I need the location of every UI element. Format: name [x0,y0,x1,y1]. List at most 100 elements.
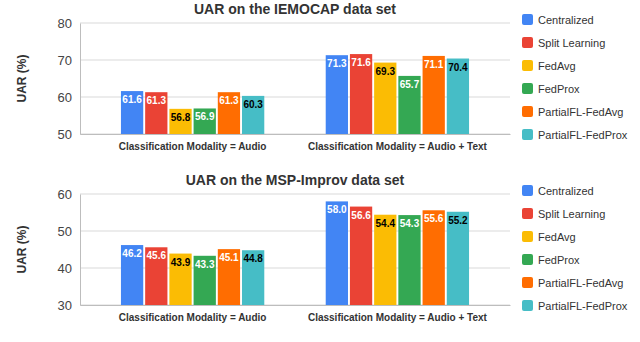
bar [350,207,372,305]
legend-item: PartialFL-FedAvg [522,277,623,289]
bar [447,212,469,305]
data-label: 58.0 [327,204,347,215]
y-axis: 50 60 70 80 [58,16,81,142]
legend-label: FedProx [538,83,580,95]
legend-swatch [522,231,533,242]
y-axis-line [80,195,81,306]
data-label: 56.8 [171,112,191,123]
data-label: 46.2 [122,248,142,259]
legend-label: FedAvg [538,231,576,243]
x-tick-label: Classification Modality = Audio [119,141,267,152]
y-axis: 30 40 50 60 [58,187,81,313]
grid-line [80,60,510,61]
y-tick-label: 50 [58,127,72,142]
grid-line [80,231,510,232]
y-tick: 30 [58,298,80,313]
bar [423,210,445,305]
legend-swatch [522,129,533,140]
chart: 50607080Classification Modality = AudioC… [15,1,628,152]
bar [374,63,396,134]
chart-title: UAR on the IEMOCAP data set [194,1,396,17]
x-tick: Classification Modality = Audio + Text [308,141,488,152]
legend-label: Split Learning [538,208,605,220]
legend-swatch [522,185,533,196]
bar [145,92,167,134]
legend-label: FedProx [538,254,580,266]
data-label: 44.8 [243,253,263,264]
y-tick: 50 [58,127,80,142]
x-tick: Classification Modality = Audio [119,141,267,152]
bar [242,96,264,134]
y-tick: 40 [58,261,80,276]
data-label: 56.9 [195,111,215,122]
legend-swatch [522,60,533,71]
data-label: 54.4 [376,218,396,229]
y-tick-label: 50 [58,224,72,239]
bar [447,59,469,134]
x-axis-line [81,305,511,306]
data-label: 45.6 [147,250,167,261]
legend-item: FedProx [522,254,580,266]
legend-item: PartialFL-FedProx [522,129,628,141]
legend-label: Centralized [538,185,594,197]
grid-line [80,194,510,195]
legend-swatch [522,37,533,48]
bars [121,201,469,305]
plot-area: 30405060Classification Modality = AudioC… [58,187,511,323]
x-tick: Classification Modality = Audio + Text [308,312,488,323]
y-axis-title: UAR (%) [15,226,29,274]
legend-swatch [522,300,533,311]
y-tick-label: 40 [58,261,72,276]
legend-label: PartialFL-FedProx [538,300,628,312]
grid [80,23,510,134]
y-tick-label: 30 [58,298,72,313]
grid-line [80,268,510,269]
data-label: 55.6 [424,213,444,224]
legend-item: Split Learning [522,208,605,220]
bars [121,54,469,134]
y-tick: 80 [58,16,80,31]
legend-item: PartialFL-FedAvg [522,106,623,118]
legend-item: FedAvg [522,60,576,72]
bar [121,91,143,134]
data-labels: 61.671.361.371.656.869.356.965.761.371.1… [122,57,468,123]
y-tick: 60 [58,90,80,105]
legend-swatch [522,277,533,288]
legend-label: PartialFL-FedAvg [538,277,623,289]
y-tick-label: 70 [58,53,72,68]
legend-label: Split Learning [538,37,605,49]
x-axis: Classification Modality = Audio Classific… [81,306,511,324]
legend-item: Centralized [522,185,594,197]
x-axis: Classification Modality = Audio Classific… [81,135,511,153]
legend: Centralized Split Learning FedAvg FedProx Pa… [522,185,628,312]
bar [218,249,240,305]
y-tick-label: 60 [58,187,72,202]
bar [423,56,445,134]
y-tick: 70 [58,53,80,68]
data-label: 71.1 [424,59,444,70]
legend-swatch [522,106,533,117]
data-label: 60.3 [243,99,263,110]
legend-item: FedAvg [522,231,576,243]
data-label: 61.3 [147,95,167,106]
legend-label: PartialFL-FedProx [538,129,628,141]
data-label: 69.3 [376,66,396,77]
grid-line [80,23,510,24]
bar [194,256,216,305]
figure: 50607080Classification Modality = AudioC… [0,0,640,342]
bar [169,254,191,305]
y-tick: 50 [58,224,80,239]
data-label: 43.9 [171,257,191,268]
y-tick-label: 80 [58,16,72,31]
legend-label: PartialFL-FedAvg [538,106,623,118]
y-axis-line [80,24,81,135]
data-label: 71.6 [351,57,371,68]
bar [121,245,143,305]
grid [80,194,510,305]
x-tick-label: Classification Modality = Audio [119,312,267,323]
legend-item: FedProx [522,83,580,95]
bar [398,215,420,305]
data-label: 71.3 [327,58,347,69]
y-tick-label: 60 [58,90,72,105]
bar [145,247,167,305]
